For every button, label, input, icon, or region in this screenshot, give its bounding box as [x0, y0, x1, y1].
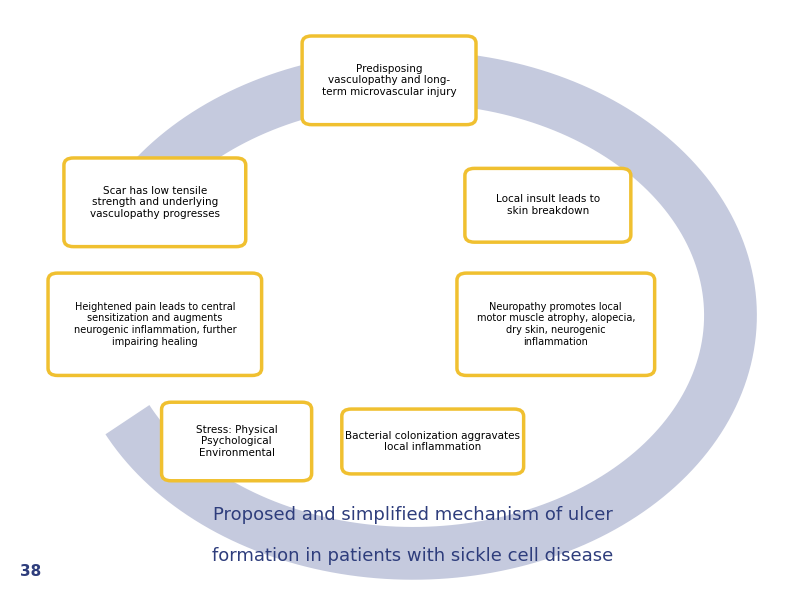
Text: Heightened pain leads to central
sensitization and augments
neurogenic inflammat: Heightened pain leads to central sensiti… — [74, 302, 236, 347]
Text: Predisposing
vasculopathy and long-
term microvascular injury: Predisposing vasculopathy and long- term… — [322, 64, 457, 97]
Text: Proposed and simplified mechanism of ulcer: Proposed and simplified mechanism of ulc… — [213, 506, 613, 524]
Text: Neuropathy promotes local
motor muscle atrophy, alopecia,
dry skin, neurogenic
i: Neuropathy promotes local motor muscle a… — [476, 302, 635, 347]
Text: Local insult leads to
skin breakdown: Local insult leads to skin breakdown — [495, 195, 600, 216]
FancyBboxPatch shape — [64, 158, 246, 246]
Text: Stress: Physical
Psychological
Environmental: Stress: Physical Psychological Environme… — [196, 425, 277, 458]
FancyBboxPatch shape — [457, 273, 654, 375]
Text: Bacterial colonization aggravates
local inflammation: Bacterial colonization aggravates local … — [345, 431, 520, 452]
FancyBboxPatch shape — [302, 36, 476, 125]
FancyBboxPatch shape — [342, 409, 524, 474]
FancyBboxPatch shape — [464, 168, 630, 242]
Text: Scar has low tensile
strength and underlying
vasculopathy progresses: Scar has low tensile strength and underl… — [90, 186, 220, 219]
Text: 38: 38 — [20, 563, 40, 579]
FancyBboxPatch shape — [48, 273, 261, 375]
Text: formation in patients with sickle cell disease: formation in patients with sickle cell d… — [212, 547, 614, 565]
FancyBboxPatch shape — [161, 402, 311, 481]
